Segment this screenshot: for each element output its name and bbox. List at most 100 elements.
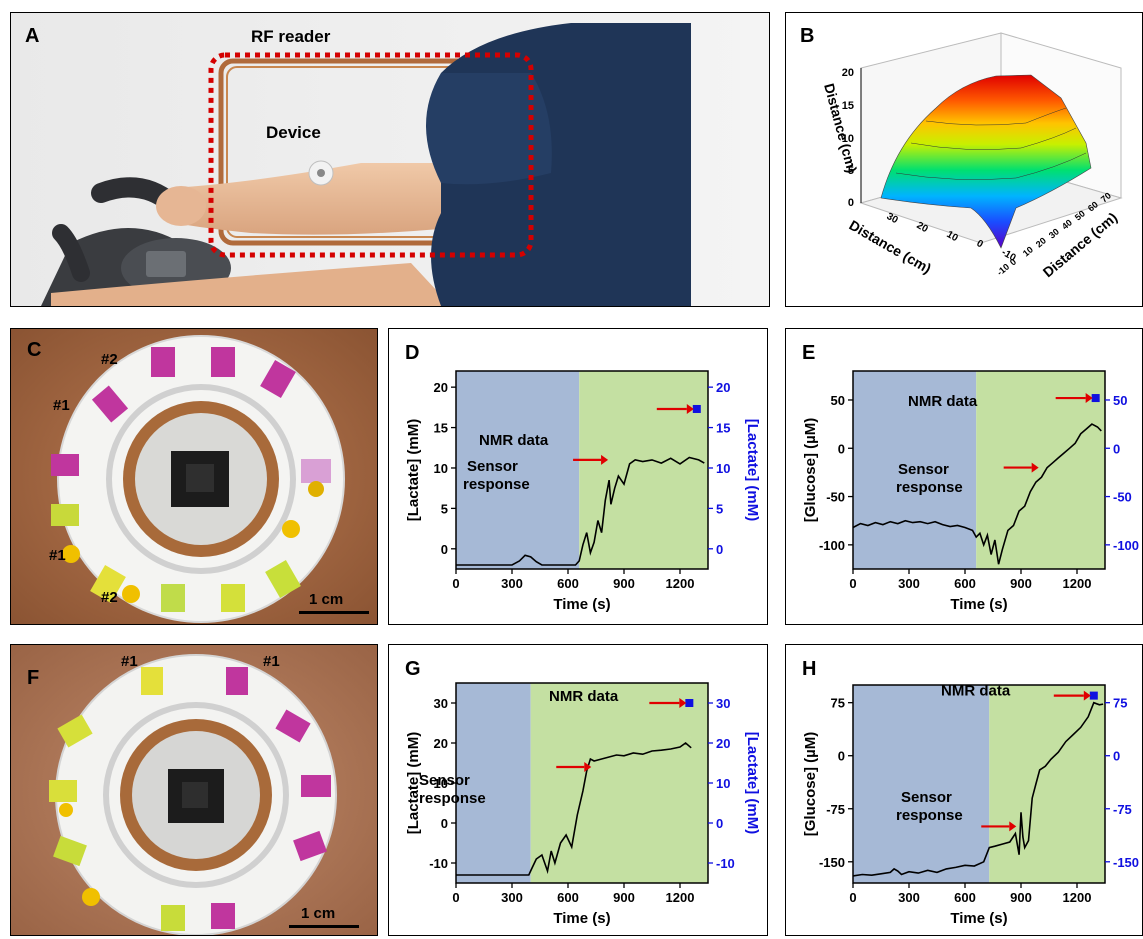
chart-d: 0 300 600 900 1200 0 5 10 15 20 0 5 10 15 20 Time (s) [L… bbox=[405, 342, 761, 613]
c-tag-left-bottom: #1 bbox=[49, 547, 66, 564]
d-xtick-1: 300 bbox=[501, 576, 523, 591]
g-shade-exercise bbox=[530, 683, 708, 883]
e-ylabel-right: [Glucose] (µM) bbox=[1141, 418, 1143, 522]
c-tag-top: #2 bbox=[101, 351, 118, 368]
c-scale-bar bbox=[299, 611, 369, 614]
g-sensor-line bbox=[456, 741, 692, 876]
b-ytick-5: 20 bbox=[1034, 235, 1048, 249]
g-ytick-right-2: 10 bbox=[716, 776, 730, 791]
g-sensor-label-line1: Sensor bbox=[419, 772, 470, 789]
surface-plot-3d: 0 5 10 15 20 Distance (cm) 30 20 10 0 -1… bbox=[821, 32, 1123, 280]
panel-e: 0 300 600 900 1200 -100 -50 0 50 -100 -50 0 50 Time (… bbox=[785, 328, 1143, 625]
panel-c-photo bbox=[11, 329, 377, 624]
panel-a-label: A bbox=[25, 25, 40, 47]
b-ytick-1: 60 bbox=[1086, 199, 1100, 213]
chart-e: 0 300 600 900 1200 -100 -50 0 50 -100 -50 0 50 Time (… bbox=[802, 342, 1143, 613]
e-sensor-label-line1: Sensor bbox=[898, 461, 949, 478]
e-ytick-right-1: -50 bbox=[1113, 490, 1132, 505]
b-xtick-2: 10 bbox=[945, 229, 961, 244]
c-scale-label: 1 cm bbox=[309, 591, 344, 608]
panel-b: 0 5 10 15 20 Distance (cm) 30 20 10 0 -1… bbox=[785, 12, 1143, 307]
e-shade-baseline bbox=[853, 371, 977, 569]
e-nmr-point bbox=[1091, 394, 1100, 403]
e-xtick-4: 1200 bbox=[1063, 576, 1092, 591]
g-shade-baseline bbox=[456, 683, 531, 883]
b-ytick-4: 30 bbox=[1047, 226, 1061, 240]
h-xtick-4: 1200 bbox=[1063, 890, 1092, 905]
e-ytick-right-2: 0 bbox=[1113, 441, 1120, 456]
f-tag-left: #1 bbox=[121, 653, 138, 670]
d-ytick-2: 10 bbox=[434, 461, 448, 476]
h-sensor-label-line2: response bbox=[896, 807, 963, 824]
b-ytick-6: 10 bbox=[1021, 244, 1035, 258]
d-xtick-0: 0 bbox=[452, 576, 459, 591]
g-ytick-3: 20 bbox=[434, 736, 448, 751]
h-ytick-right-2: 0 bbox=[1113, 749, 1120, 764]
d-xtick-3: 900 bbox=[613, 576, 635, 591]
d-sensor-label-line1: Sensor bbox=[467, 458, 518, 475]
panel-g: 0 300 600 900 1200 -10 0 10 20 30 -10 0 10 20 30 Time (… bbox=[388, 644, 768, 936]
d-ytick-right-4: 20 bbox=[716, 380, 730, 395]
b-ytick-2: 50 bbox=[1073, 208, 1087, 222]
g-ytick-right-4: 30 bbox=[716, 696, 730, 711]
d-ytick-3: 15 bbox=[434, 421, 448, 436]
d-shade-exercise bbox=[579, 371, 708, 569]
g-xtick-2: 600 bbox=[557, 890, 579, 905]
d-ytick-right-2: 10 bbox=[716, 461, 730, 476]
d-sensor-line bbox=[456, 456, 705, 566]
h-xtick-1: 300 bbox=[898, 890, 920, 905]
g-xlabel: Time (s) bbox=[553, 910, 610, 927]
d-ytick-4: 20 bbox=[434, 380, 448, 395]
h-ytick-1: -75 bbox=[826, 802, 845, 817]
b-ytick-8: -10 bbox=[995, 262, 1011, 278]
h-ylabel: [Glucose] (µM) bbox=[802, 732, 819, 836]
e-xtick-2: 600 bbox=[954, 576, 976, 591]
d-ylabel: [Lactate] (mM) bbox=[405, 419, 422, 522]
g-ytick-right-3: 20 bbox=[716, 736, 730, 751]
e-nmr-arrowhead bbox=[1085, 393, 1093, 404]
b-ytick-7: 0 bbox=[1008, 257, 1018, 268]
e-sensor-label-line2: response bbox=[896, 479, 963, 496]
d-xtick-4: 1200 bbox=[666, 576, 695, 591]
g-sensor-label-line2: response bbox=[419, 790, 486, 807]
d-xlabel: Time (s) bbox=[553, 596, 610, 613]
h-nmr-point bbox=[1089, 691, 1098, 700]
g-ylabel: [Lactate] (mM) bbox=[405, 732, 422, 835]
e-ylabel: [Glucose] (µM) bbox=[802, 418, 819, 522]
e-shade-exercise bbox=[976, 371, 1105, 569]
h-ytick-0: -150 bbox=[819, 855, 845, 870]
d-ytick-1: 5 bbox=[441, 501, 448, 516]
g-ylabel-right: [Lactate] (mM) bbox=[744, 732, 761, 835]
d-panel-label: D bbox=[405, 342, 419, 364]
panel-f-photo bbox=[11, 645, 377, 935]
h-nmr-label: NMR data bbox=[941, 683, 1011, 700]
g-panel-label: G bbox=[405, 658, 421, 680]
d-sensor-arrowhead bbox=[601, 454, 609, 465]
b-ztick-1: 5 bbox=[848, 165, 854, 177]
h-sensor-arrowhead bbox=[1009, 821, 1017, 832]
d-ytick-right-1: 5 bbox=[716, 501, 723, 516]
h-ytick-right-3: 75 bbox=[1113, 696, 1127, 711]
e-ytick-2: 0 bbox=[838, 441, 845, 456]
e-sensor-arrowhead bbox=[1031, 462, 1039, 473]
panel-c: C #2 #1 #1 #2 1 cm bbox=[10, 328, 378, 625]
g-ytick-right-0: -10 bbox=[716, 856, 735, 871]
b-ytick-3: 40 bbox=[1060, 217, 1074, 231]
f-tag-right: #1 bbox=[263, 653, 280, 670]
rf-reader-label: RF reader bbox=[251, 27, 331, 46]
d-xtick-2: 600 bbox=[557, 576, 579, 591]
g-nmr-arrowhead bbox=[679, 698, 687, 708]
h-sensor-line bbox=[852, 701, 1104, 877]
device-label: Device bbox=[266, 123, 321, 142]
e-ytick-0: -100 bbox=[819, 538, 845, 553]
g-ytick-4: 30 bbox=[434, 696, 448, 711]
g-xtick-0: 0 bbox=[452, 890, 459, 905]
h-ylabel-right: [Glucose] (µM) bbox=[1141, 732, 1143, 836]
h-panel-label: H bbox=[802, 658, 816, 680]
panel-a-photo bbox=[11, 13, 769, 306]
g-xtick-1: 300 bbox=[501, 890, 523, 905]
d-shade-baseline bbox=[456, 371, 580, 569]
h-ytick-right-0: -150 bbox=[1113, 855, 1139, 870]
b-ztick-0: 0 bbox=[848, 197, 854, 209]
b-ztick-2: 10 bbox=[842, 133, 854, 145]
